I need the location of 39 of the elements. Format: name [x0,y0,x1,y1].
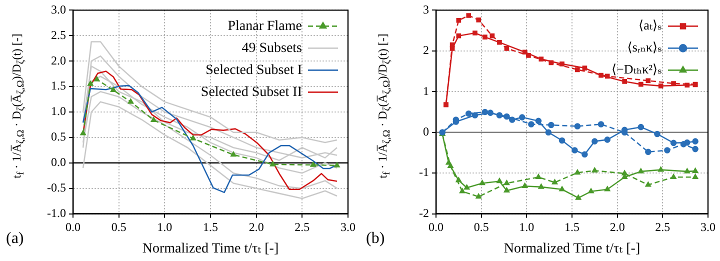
x-axis-title: Normalized Time t/τₜ [-] [142,241,279,256]
x-tick-label: 0.5 [111,220,126,234]
y-tick-label: 3.0 [50,2,66,16]
legend-label: ⟨aₜ⟩ₛ [638,18,662,33]
x-tick-label: 2.0 [610,220,625,234]
legend-label: ⟨sᵣₙκ⟩ₛ [627,40,662,55]
y-tick-label: -1 [418,165,429,180]
x-tick-label: 3.0 [340,220,356,234]
x-tick-label: 0.5 [474,220,489,234]
legend-label: Planar Flame [228,18,302,34]
legend-label: ⟨−Dₜₕκ²⟩ₛ [611,62,662,77]
text: (b) [366,230,385,248]
y-tick-label: 0 [422,124,429,139]
x-tick-label: 2.0 [248,220,264,234]
y-tick-label: 2.0 [50,53,66,68]
y-tick-label: 2.5 [50,28,66,42]
x-tick-label: 2.5 [294,220,310,234]
y-tick-label: 1 [422,84,429,98]
x-tick-label: 0.0 [65,220,80,234]
y-tick-label: 1.5 [50,78,66,93]
x-tick-label: 2.5 [655,220,670,234]
x-tick-label: 3.0 [700,220,716,234]
text: (a) [6,230,24,248]
y-tick-label: -2 [418,206,429,220]
x-tick-label: 1.0 [519,220,534,234]
x-tick-label: 1.5 [203,220,218,234]
y-tick-label: 1.0 [50,104,66,118]
legend-label: Selected Subset I [206,62,302,78]
x-tick-label: 1.5 [564,220,580,234]
y-tick-label: 2 [422,43,429,58]
legend-label: 49 Subsets [242,40,302,56]
y-tick-label: 3 [422,2,429,16]
y-tick-label: 0.5 [50,130,66,144]
y-tick-label: -0.5 [46,180,66,195]
legend-label: Selected Subset II [200,84,302,100]
y-tick-label: 0.0 [50,155,66,170]
x-axis-title: Normalized Time t/τₜ [-] [504,241,640,256]
x-tick-label: 1.0 [157,220,172,234]
y-tick-label: -1.0 [46,206,66,220]
